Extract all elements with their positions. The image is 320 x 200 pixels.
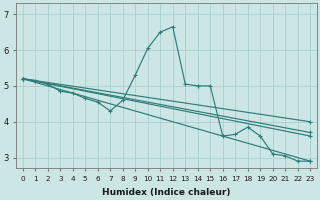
X-axis label: Humidex (Indice chaleur): Humidex (Indice chaleur) <box>102 188 231 197</box>
